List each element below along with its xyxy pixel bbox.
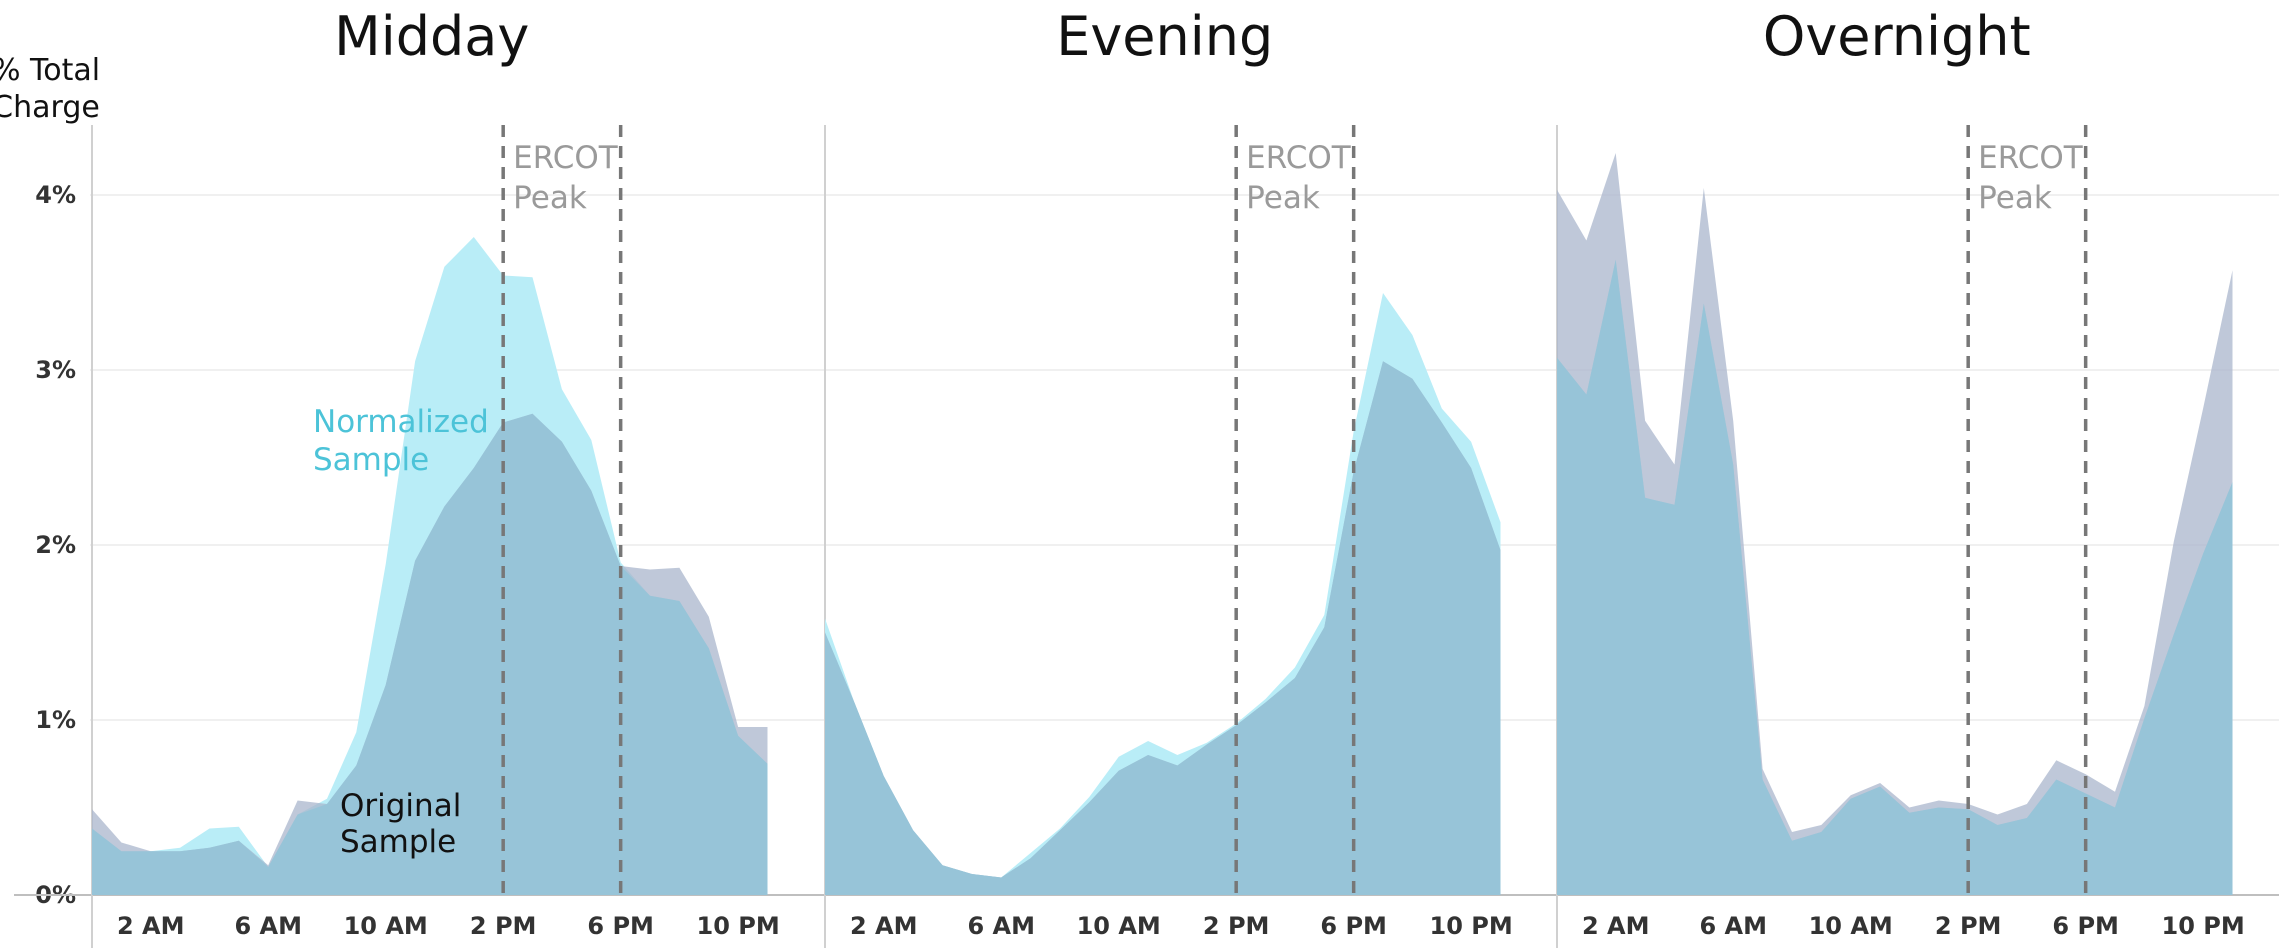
x-tick-label: 2 PM — [470, 912, 537, 940]
normalized-series-label: Normalized — [313, 404, 489, 440]
peak-label: ERCOT — [1978, 140, 2084, 176]
x-tick-label: 10 AM — [1077, 912, 1161, 940]
peak-label: Peak — [1246, 180, 1320, 216]
x-tick-label: 6 PM — [2052, 912, 2119, 940]
normalized-series-label: Sample — [313, 442, 429, 478]
x-tick-label: 2 AM — [1582, 912, 1650, 940]
x-tick-label: 6 AM — [967, 912, 1035, 940]
x-tick-label: 2 PM — [1935, 912, 2002, 940]
x-tick-label: 2 PM — [1203, 912, 1270, 940]
peak-label: ERCOT — [513, 140, 619, 176]
overlap-area — [1557, 259, 2233, 895]
peak-label: Peak — [513, 180, 587, 216]
x-tick-label: 10 AM — [1809, 912, 1893, 940]
x-tick-label: 6 PM — [1320, 912, 1387, 940]
panel-title: Overnight — [1763, 5, 2031, 68]
x-tick-label: 10 AM — [344, 912, 428, 940]
panel-title: Evening — [1056, 5, 1273, 68]
y-axis-label: % Total — [0, 53, 100, 88]
panel-title: Midday — [334, 5, 529, 68]
y-axis-label: Charge — [0, 90, 100, 125]
overlap-area — [92, 413, 768, 895]
peak-label: ERCOT — [1246, 140, 1352, 176]
x-tick-label: 2 AM — [850, 912, 918, 940]
y-tick-label: 3% — [35, 356, 76, 384]
x-tick-label: 10 PM — [697, 912, 780, 940]
peak-label: Peak — [1978, 180, 2052, 216]
x-tick-label: 2 AM — [117, 912, 185, 940]
x-tick-label: 6 PM — [587, 912, 654, 940]
x-tick-label: 6 AM — [1699, 912, 1767, 940]
overlap-area — [825, 361, 1501, 895]
y-tick-label: 4% — [35, 181, 76, 209]
y-tick-label: 2% — [35, 531, 76, 559]
original-series-label: Sample — [340, 824, 456, 860]
y-tick-label: 1% — [35, 706, 76, 734]
x-tick-label: 10 PM — [1430, 912, 1513, 940]
x-tick-label: 10 PM — [2162, 912, 2245, 940]
x-tick-label: 6 AM — [234, 912, 302, 940]
original-series-label: Original — [340, 788, 461, 824]
